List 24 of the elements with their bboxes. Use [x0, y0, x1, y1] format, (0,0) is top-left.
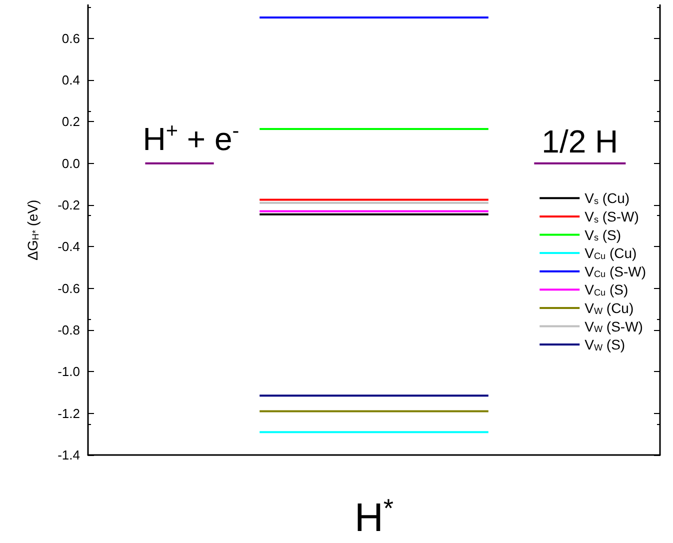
legend-label: VW (Cu): [584, 300, 634, 316]
y-tick-label: -0.2: [58, 198, 80, 212]
y-tick-label: -0.4: [58, 239, 80, 254]
y-tick-label: 0.2: [62, 114, 80, 130]
legend-label: VCu (S-W): [584, 263, 646, 280]
y-tick-label: 0.0: [62, 156, 80, 171]
y-tick-label: -0.8: [58, 322, 80, 338]
y-tick-label: -1.2: [58, 406, 80, 421]
legend-label: VW (S-W): [584, 318, 643, 334]
y-tick-label: 0.4: [62, 72, 80, 88]
annotation: H+ + e-: [142, 119, 240, 157]
y-tick-label: 0.6: [62, 30, 80, 46]
y-tick-label: -1.4: [58, 448, 80, 462]
y-tick-label: -0.6: [58, 280, 80, 296]
legend-label: VCu (S): [584, 282, 628, 298]
x-axis-title: H*: [354, 493, 394, 540]
legend-label: Vs (S-W): [584, 208, 639, 224]
legend-label: Vs (Cu): [584, 190, 630, 206]
annotation: 1/2 H: [542, 123, 618, 160]
y-tick-label: -1.0: [58, 364, 80, 380]
legend-label: Vs (S): [584, 226, 622, 243]
y-axis-title: ΔGH* (eV): [24, 200, 41, 260]
legend-label: VW (S): [584, 336, 626, 353]
legend-label: VCu (Cu): [584, 245, 637, 262]
